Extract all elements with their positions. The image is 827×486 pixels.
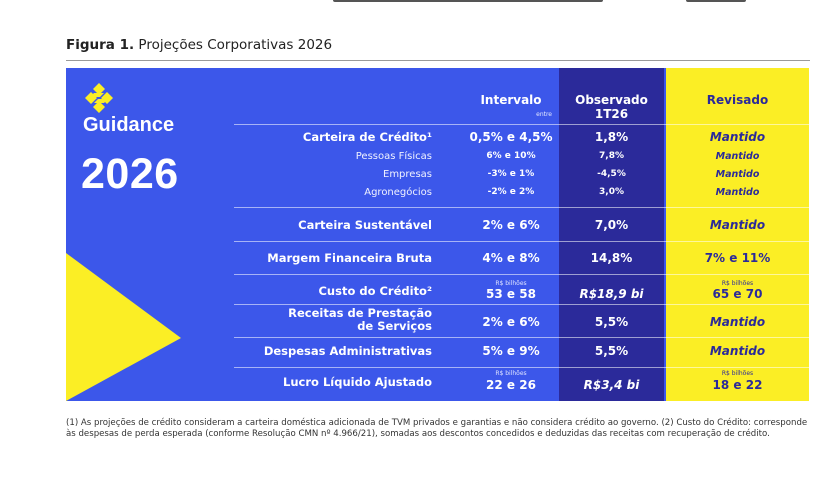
revisado-value: Mantido [709,344,766,358]
row-label: Empresas [383,169,432,180]
revisado-value: 65 e 70 [712,287,763,301]
header-revisado: Revisado [706,93,769,107]
yellow-triangle-decoration [66,253,181,401]
guidance-panel: Guidance 2026 Intervalo entre Observado … [66,68,809,401]
row-label: Receitas de Prestação de Serviços [234,307,432,333]
intervalo-value: 2% e 6% [482,218,540,232]
header-observado: Observado 1T26 [559,93,664,121]
intervalo-value: 6% e 10% [486,151,536,161]
row-label: Custo do Crédito² [318,284,432,298]
header-observado-line2: 1T26 [594,107,629,121]
title-divider [66,60,810,61]
observado-value: 7,8% [599,151,624,161]
header-intervalo-sub: entre [536,111,552,118]
observado-value: R$3,4 bi [583,378,640,392]
row-divider [234,274,809,275]
previous-page-text-fragment [0,0,827,6]
observado-value: R$18,9 bi [579,287,644,301]
row-label: Carteira de Crédito¹ [302,130,432,144]
revisado-value: Mantido [715,187,760,198]
revisado-value: Mantido [715,169,760,180]
row-label: Agronegócios [364,187,432,198]
row-divider [234,337,809,338]
intervalo-value: 2% e 6% [482,315,540,329]
header-tab-shapes [559,68,809,98]
intervalo-value: -2% e 2% [487,187,535,197]
guidance-title: Guidance [83,114,175,136]
figure-label: Figura 1. [66,37,135,53]
figure-caption: Projeções Corporativas 2026 [138,37,333,53]
observado-value: -4,5% [597,169,626,179]
intervalo-value: 5% e 9% [482,344,540,358]
header-intervalo: Intervalo [480,93,542,107]
figure-title: Figura 1. Projeções Corporativas 2026 [66,37,332,53]
revisado-column-bg [666,68,809,401]
observado-value: 7,0% [594,218,629,232]
intervalo-value: 22 e 26 [486,378,536,392]
row-divider [234,207,809,208]
footnotes: (1) As projeções de crédito consideram a… [66,418,808,439]
intervalo-value: 4% e 8% [482,251,540,265]
row-divider [234,124,809,125]
revisado-value: Mantido [715,151,760,162]
intervalo-value: 0,5% e 4,5% [469,130,553,144]
row-label: Lucro Líquido Ajustado [283,375,432,389]
header-observado-line1: Observado [575,93,648,107]
observado-value: 3,0% [599,187,624,197]
revisado-value: 18 e 22 [712,378,763,392]
revisado-value: 7% e 11% [704,251,771,265]
row-label-line2: de Serviços [357,319,432,333]
guidance-year: 2026 [81,150,179,198]
banco-do-brasil-logo-icon [85,83,113,113]
revisado-value: Mantido [709,218,766,232]
intervalo-value: 53 e 58 [486,287,536,301]
revisado-value: Mantido [709,315,766,329]
row-divider [234,367,809,368]
row-label: Carteira Sustentável [298,218,432,232]
observado-column-bg [559,68,664,401]
observado-value: 1,8% [594,130,629,144]
revisado-unit: R$ bilhões [721,280,754,287]
observado-value: 14,8% [590,251,633,265]
intervalo-value: -3% e 1% [487,169,535,179]
revisado-unit: R$ bilhões [721,370,754,377]
row-label: Pessoas Físicas [355,151,432,162]
intervalo-unit: R$ bilhões [495,280,527,287]
observado-value: 5,5% [594,344,629,358]
row-label: Margem Financeira Bruta [267,251,432,265]
revisado-value: Mantido [709,130,766,144]
row-divider [234,241,809,242]
observado-value: 5,5% [594,315,629,329]
row-label-line1: Receitas de Prestação [288,306,432,320]
row-divider [234,304,809,305]
row-label: Despesas Administrativas [263,344,432,358]
intervalo-unit: R$ bilhões [495,370,527,377]
